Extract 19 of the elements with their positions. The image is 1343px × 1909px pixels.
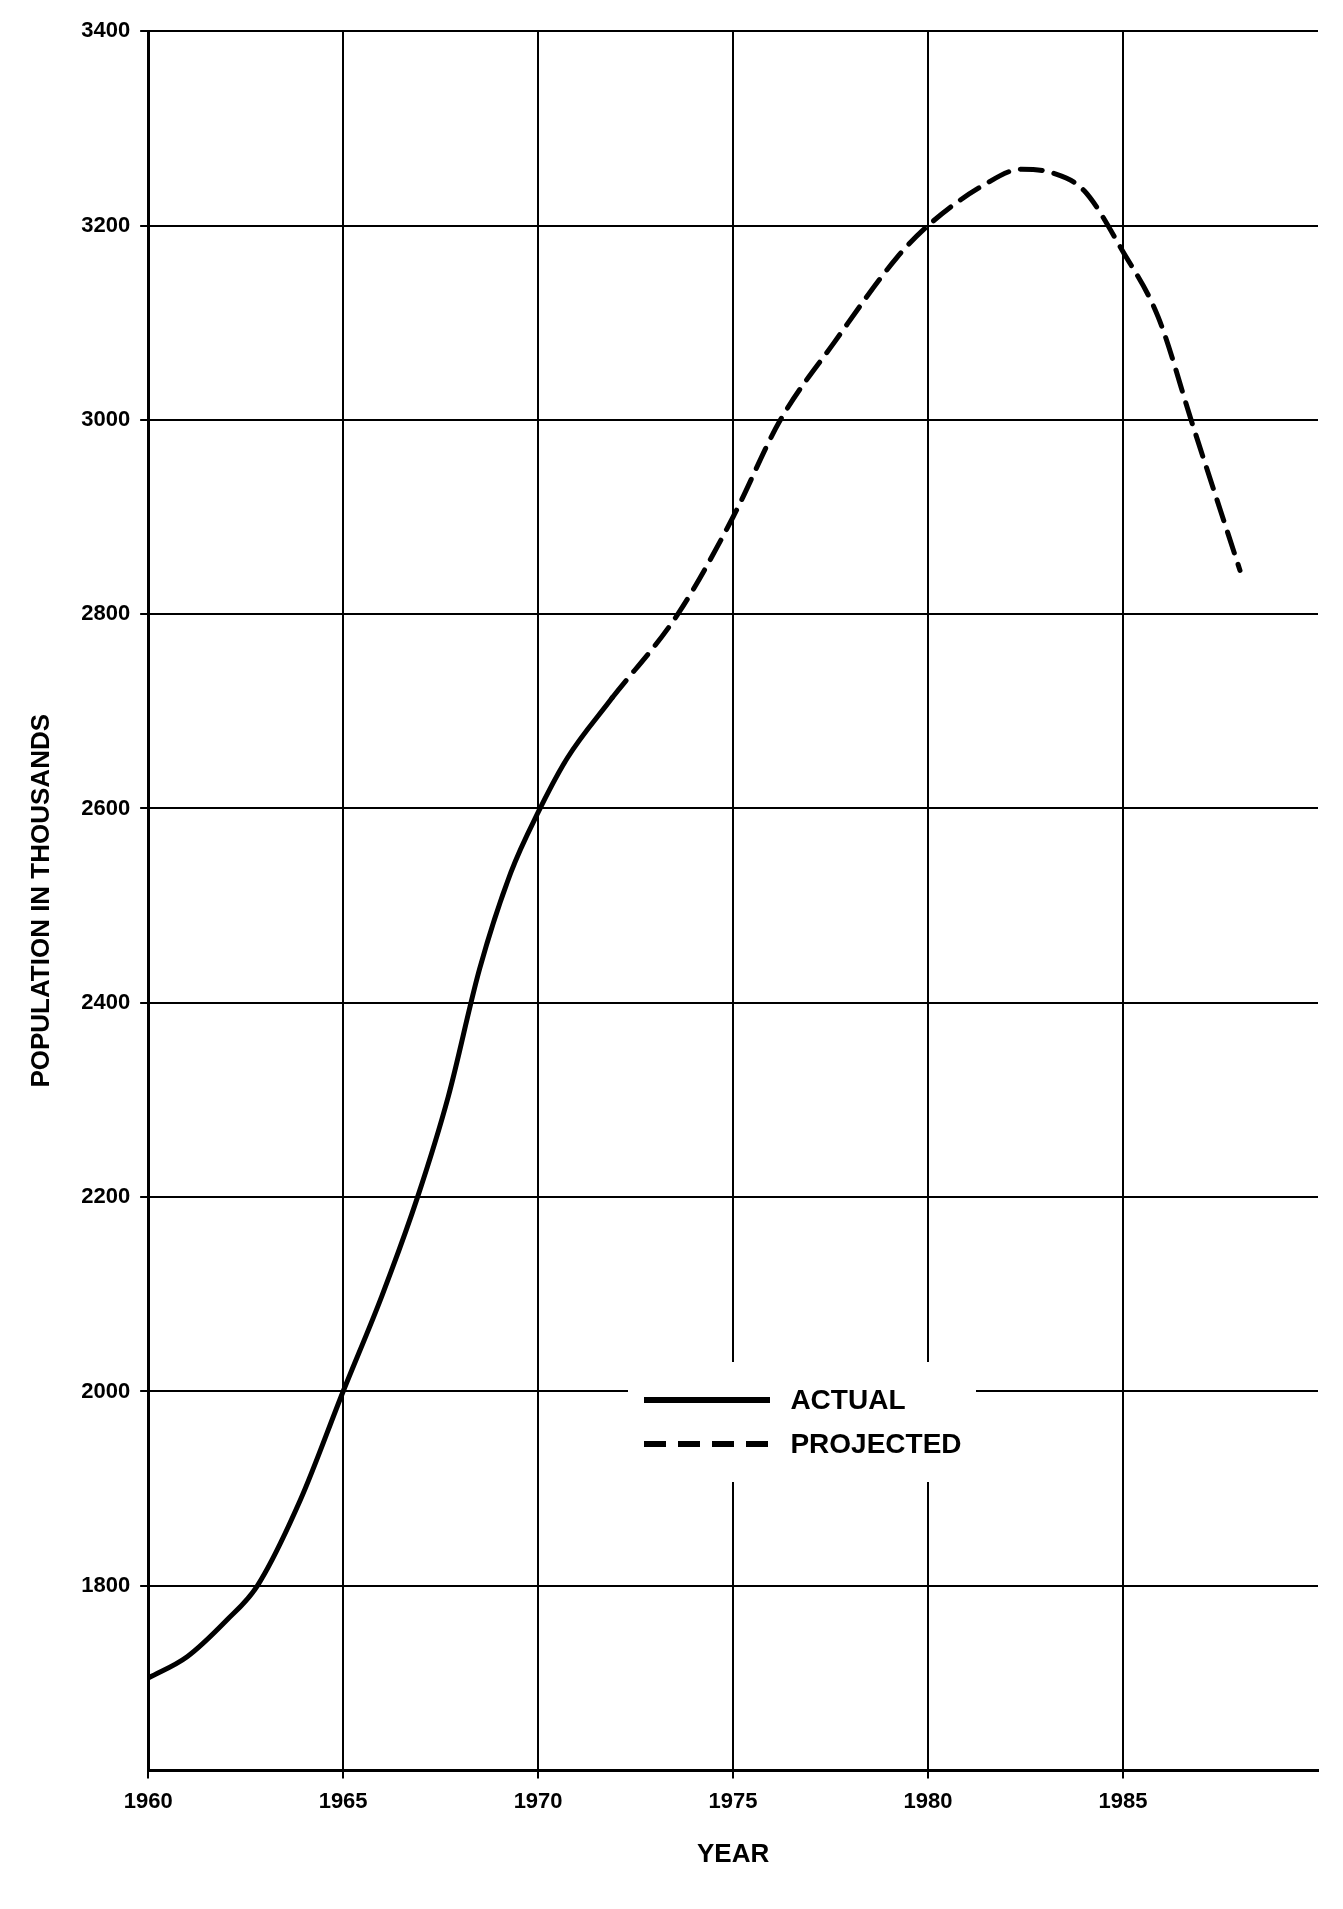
y-axis-title: POPULATION IN THOUSANDS [24, 713, 55, 1088]
x-tick-label: 1975 [708, 1787, 758, 1813]
legend-label: ACTUAL [790, 1383, 906, 1416]
y-tick-label: 2800 [81, 600, 131, 626]
x-axis-title: YEAR [696, 1837, 770, 1868]
y-tick-label: 2400 [81, 988, 131, 1014]
legend-label: PROJECTED [790, 1427, 962, 1460]
y-tick-label: 2200 [81, 1183, 131, 1209]
y-tick-label: 3000 [81, 405, 131, 431]
x-tick-label: 1965 [318, 1787, 368, 1813]
y-tick-label: 3400 [81, 17, 131, 43]
y-tick-label: 1800 [81, 1571, 131, 1597]
x-tick-label: 1980 [903, 1787, 953, 1813]
y-tick-label: 2000 [81, 1377, 131, 1403]
x-tick-label: 1970 [513, 1787, 563, 1813]
x-tick-label: 1985 [1098, 1787, 1148, 1813]
y-tick-label: 3200 [81, 211, 131, 237]
y-tick-label: 2600 [81, 794, 131, 820]
x-tick-label: 1960 [123, 1787, 173, 1813]
